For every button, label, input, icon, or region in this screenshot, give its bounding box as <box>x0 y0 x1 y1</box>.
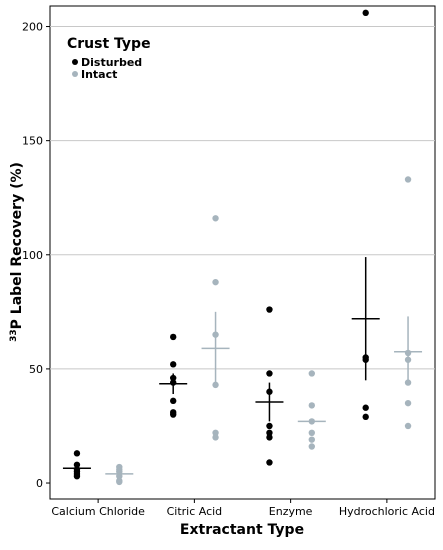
gridlines <box>50 26 435 370</box>
point-intact-0-5 <box>116 478 123 486</box>
point-disturbed-1-0 <box>170 333 177 341</box>
plot-area <box>49 5 436 500</box>
point-intact-1-3 <box>212 381 219 389</box>
point-intact-1-1 <box>212 278 219 286</box>
x-axis-ticks: Calcium Chloride Citric Acid Enzyme Hydroch… <box>51 499 435 518</box>
point-disturbed-1-4 <box>170 397 177 405</box>
y-axis-title-text: P Label Recovery (%) <box>9 162 25 329</box>
point-disturbed-1-1 <box>170 361 177 368</box>
x-tick-label-0: Calcium Chloride <box>51 505 145 518</box>
point-disturbed-0-5 <box>73 472 81 480</box>
y-tick-label-150: 150 <box>22 135 43 148</box>
y-axis-title-superscript: 33 <box>9 329 19 342</box>
point-intact-2-4 <box>308 436 315 443</box>
point-intact-1-4 <box>212 429 219 437</box>
point-disturbed-1-6 <box>170 411 177 418</box>
point-intact-3-0 <box>404 176 412 183</box>
legend-label-disturbed: Disturbed <box>81 56 142 69</box>
point-intact-3-5 <box>404 422 412 430</box>
point-intact-2-0 <box>308 370 315 377</box>
x-tick-label-1: Citric Acid <box>167 505 223 518</box>
point-disturbed-2-3 <box>266 422 273 430</box>
point-intact-2-3 <box>308 429 315 437</box>
x-tick-label-2: Enzyme <box>269 505 313 518</box>
legend-marker-disturbed <box>72 59 78 65</box>
point-disturbed-2-0 <box>266 306 273 313</box>
point-disturbed-3-3 <box>362 404 369 411</box>
point-intact-2-1 <box>308 402 315 409</box>
legend-marker-intact <box>72 71 78 77</box>
point-intact-2-5 <box>308 443 315 450</box>
y-tick-label-100: 100 <box>22 249 43 262</box>
y-axis-title: 33P Label Recovery (%) <box>9 162 25 342</box>
point-disturbed-3-4 <box>362 413 369 421</box>
point-disturbed-2-6 <box>266 459 273 466</box>
x-tick-label-3: Hydrochloric Acid <box>339 505 435 518</box>
y-axis-ticks: 0 50 100 150 200 <box>22 21 50 490</box>
y-tick-label-200: 200 <box>22 21 43 34</box>
point-disturbed-2-4 <box>266 429 273 437</box>
legend: Crust Type Disturbed Intact <box>67 36 151 81</box>
point-disturbed-3-0 <box>362 9 369 17</box>
x-axis-title: Extractant Type <box>180 522 304 538</box>
point-disturbed-0-1 <box>73 461 81 468</box>
point-disturbed-2-5 <box>266 434 273 441</box>
point-intact-1-0 <box>212 215 219 222</box>
legend-label-intact: Intact <box>81 68 117 81</box>
point-disturbed-2-1 <box>266 370 273 377</box>
point-intact-1-5 <box>212 434 219 441</box>
y-tick-label-0: 0 <box>36 477 43 490</box>
point-disturbed-0-0 <box>73 450 81 457</box>
point-intact-3-4 <box>404 399 412 407</box>
legend-title: Crust Type <box>67 36 151 52</box>
data-marks <box>62 9 423 486</box>
y-tick-label-50: 50 <box>29 363 43 376</box>
